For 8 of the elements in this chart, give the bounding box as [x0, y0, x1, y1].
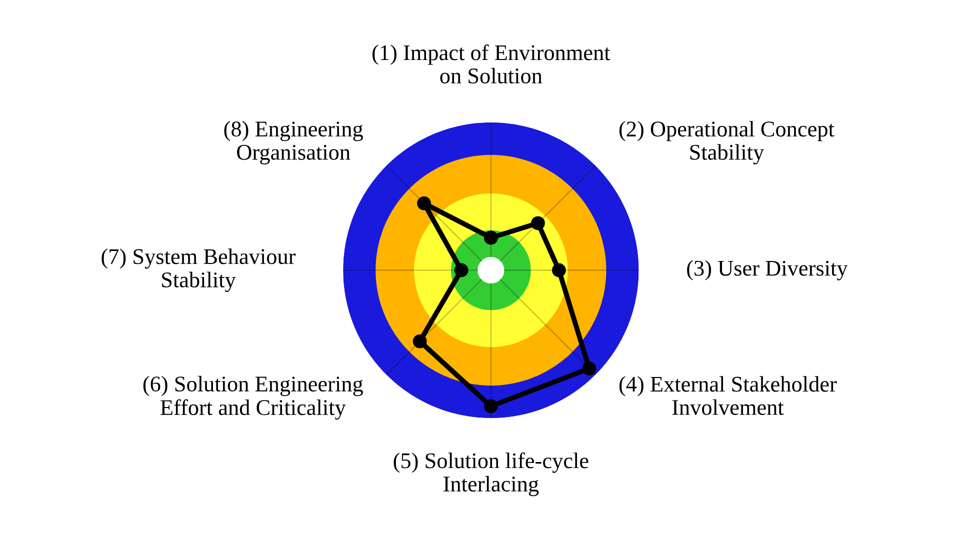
- spoke-label: (7) System Behaviour Stability: [102, 248, 296, 292]
- spoke-label: (3) User Diversity: [687, 260, 848, 280]
- spoke-label: (5) Solution life-cycle Interlacing: [394, 452, 588, 496]
- spoke-label: (6) Solution Engineering Effort and Criticality: [143, 376, 363, 420]
- spoke-label: (4) External Stakeholder Involvement: [619, 376, 837, 415]
- spoke-label: (1) Impact of Environment on Solution: [372, 44, 610, 84]
- spoke-label: (2) Operational Concept Stability: [619, 120, 834, 164]
- spoke-label: (8) Engineering Organisation: [224, 120, 363, 164]
